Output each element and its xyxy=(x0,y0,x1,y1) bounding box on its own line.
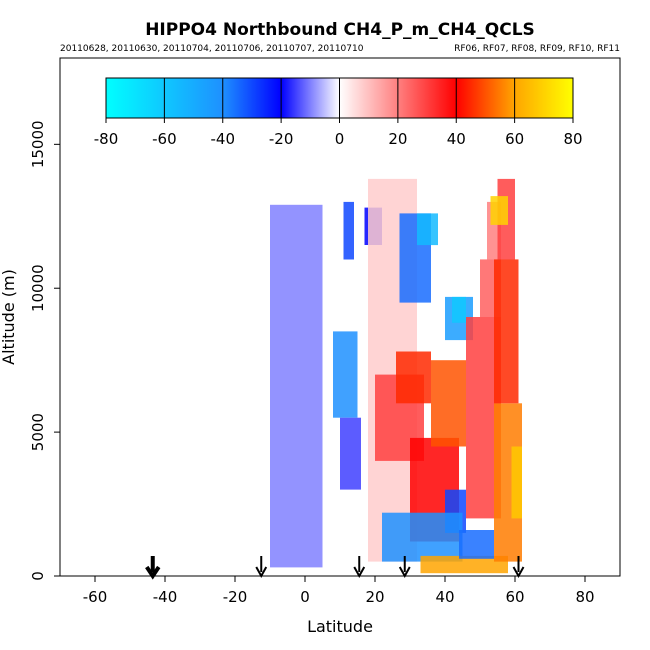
heatmap-cell xyxy=(333,331,358,418)
x-tick-label: 40 xyxy=(435,588,454,606)
heatmap-layer xyxy=(270,178,522,574)
x-tick-label: 0 xyxy=(300,588,310,606)
x-tick-label: -60 xyxy=(83,588,108,606)
heatmap-cell xyxy=(511,446,522,519)
y-axis: 0 5000 10000 15000 xyxy=(29,120,60,581)
colorbar-tick-label: -20 xyxy=(269,130,294,148)
colorbar-tick-label: 60 xyxy=(505,130,524,148)
y-tick-label: 0 xyxy=(29,571,47,581)
y-tick-label: 15000 xyxy=(29,120,47,168)
heatmap-cell xyxy=(459,530,494,559)
heatmap-cell xyxy=(270,204,323,568)
heatmap-cell xyxy=(343,201,354,260)
colorbar-tick-label: -80 xyxy=(94,130,119,148)
x-axis: -60 -40 -20 0 20 40 60 80 xyxy=(83,576,595,606)
x-tick-label: -20 xyxy=(223,588,248,606)
heatmap-cell xyxy=(420,555,508,574)
heatmap-cell xyxy=(396,351,431,404)
colorbar-tick-label: 40 xyxy=(447,130,466,148)
x-tick-label: 20 xyxy=(365,588,384,606)
colorbar-tick-label: 20 xyxy=(388,130,407,148)
y-axis-label: Altitude (m) xyxy=(0,269,18,365)
plot-frame xyxy=(59,57,621,577)
colorbar-tick-label: 0 xyxy=(335,130,345,148)
x-axis-label: Latitude xyxy=(307,617,373,636)
chart-subtitle-left: 20110628, 20110630, 20110704, 20110706, … xyxy=(60,44,364,54)
heatmap-cell xyxy=(417,213,438,246)
heatmap-cell xyxy=(494,259,519,404)
chart-subtitle-right: RF06, RF07, RF08, RF09, RF10, RF11 xyxy=(454,44,620,54)
heatmap-cell xyxy=(340,417,361,490)
x-tick-label: 60 xyxy=(505,588,524,606)
chart-title: HIPPO4 Northbound CH4_P_m_CH4_QCLS xyxy=(145,20,535,40)
y-tick-label: 10000 xyxy=(29,264,47,312)
colorbar-tick-label: -60 xyxy=(152,130,177,148)
x-tick-label: 80 xyxy=(575,588,594,606)
colorbar-tick-label: -40 xyxy=(211,130,236,148)
colorbar-tick-label: 80 xyxy=(563,130,582,148)
x-tick-label: -40 xyxy=(153,588,178,606)
heatmap-cell xyxy=(490,196,508,225)
y-tick-label: 5000 xyxy=(29,413,47,451)
heatmap-cell xyxy=(452,296,466,323)
heatmap-cell xyxy=(431,360,466,447)
colorbar: -80 -60 -40 -20 0 20 40 60 80 xyxy=(94,77,583,148)
heatmap-cell xyxy=(382,512,463,562)
